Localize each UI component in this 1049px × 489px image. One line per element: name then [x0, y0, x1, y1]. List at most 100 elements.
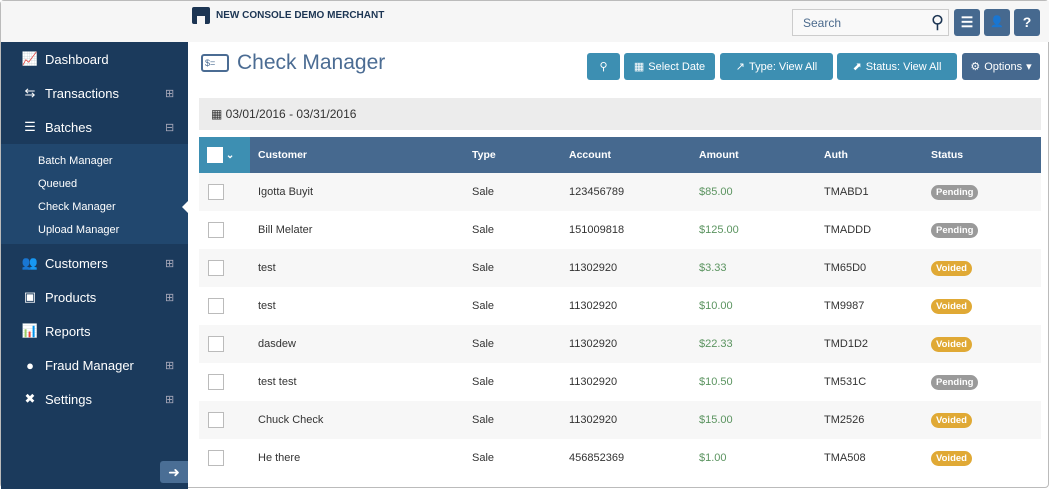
account-cell: 456852369: [569, 439, 699, 477]
customer-cell: Bill Melater: [250, 211, 472, 249]
expand-icon[interactable]: ⊞: [165, 291, 175, 304]
customer-cell: test: [250, 249, 472, 287]
amount-cell: $1.00: [699, 439, 824, 477]
auth-cell: TM531C: [824, 363, 931, 401]
fraud-icon: ●: [26, 357, 34, 373]
status-cell: Pending: [931, 211, 1041, 249]
expand-icon[interactable]: ⊞: [165, 87, 175, 100]
table-row[interactable]: Igotta Buyit Sale 123456789 $85.00 TMABD1 Pen…: [199, 173, 1041, 211]
row-checkbox[interactable]: [208, 222, 224, 238]
type-filter-button[interactable]: ↗ Type: View All: [720, 53, 833, 80]
external-link-icon: ↗: [735, 61, 745, 73]
submenu-item-batch-manager[interactable]: Batch Manager: [38, 155, 113, 167]
sidebar-item-reports[interactable]: 📊 Reports: [1, 314, 188, 348]
status-cell: Pending: [931, 173, 1041, 211]
sidebar: Batch Manager Queued Check Manager Upload M…: [1, 42, 188, 489]
column-header-customer[interactable]: Customer: [250, 137, 472, 173]
account-cell: 11302920: [569, 287, 699, 325]
help-button[interactable]: ?: [1014, 9, 1040, 36]
user-button[interactable]: 👤: [984, 9, 1010, 36]
type-cell: Sale: [472, 211, 569, 249]
row-checkbox[interactable]: [208, 412, 224, 428]
chevron-down-icon[interactable]: ⌄: [225, 149, 235, 161]
status-badge: Voided: [931, 336, 972, 352]
amount-cell: $125.00: [699, 211, 824, 249]
row-checkbox[interactable]: [208, 450, 224, 466]
auth-cell: TM2526: [824, 401, 931, 439]
select-all-header[interactable]: ⌄: [199, 137, 250, 173]
submenu-item-queued[interactable]: Queued: [38, 178, 78, 190]
expand-icon[interactable]: ⊞: [165, 393, 175, 406]
submenu-item-check-manager[interactable]: Check Manager: [38, 201, 116, 213]
select-date-button[interactable]: ▦ Select Date: [624, 53, 715, 80]
sidebar-item-products[interactable]: ▣ Products ⊞: [1, 280, 188, 314]
type-cell: Sale: [472, 439, 569, 477]
account-cell: 123456789: [569, 173, 699, 211]
row-checkbox[interactable]: [208, 260, 224, 276]
search-button[interactable]: ⚲: [587, 53, 620, 80]
status-badge: Voided: [931, 450, 972, 466]
table-row[interactable]: Bill Melater Sale 151009818 $125.00 TMADDD Pe…: [199, 211, 1041, 249]
table-row[interactable]: Chuck Check Sale 11302920 $15.00 TM2526 Voide…: [199, 401, 1041, 439]
table-row[interactable]: test Sale 11302920 $3.33 TM65D0 Voided: [199, 249, 1041, 287]
column-header-account[interactable]: Account: [569, 137, 699, 173]
status-filter-button[interactable]: ⬈ Status: View All: [837, 53, 957, 80]
amount-cell: $3.33: [699, 249, 824, 287]
table-row[interactable]: test test Sale 11302920 $10.50 TM531C Pending: [199, 363, 1041, 401]
sidebar-item-fraud-manager[interactable]: ● Fraud Manager ⊞: [1, 348, 188, 382]
column-header-status[interactable]: Status: [931, 137, 1041, 173]
sidebar-item-customers[interactable]: 👥 Customers ⊞: [1, 246, 188, 280]
sidebar-item-batches[interactable]: ☰ Batches ⊟: [1, 110, 188, 144]
customer-cell: He there: [250, 439, 472, 477]
type-label: Type: View All: [748, 60, 818, 73]
amount-cell: $10.00: [699, 287, 824, 325]
row-checkbox[interactable]: [208, 374, 224, 390]
customer-cell: Chuck Check: [250, 401, 472, 439]
table-row[interactable]: He there Sale 456852369 $1.00 TMA508 Voided: [199, 439, 1041, 477]
row-checkbox[interactable]: [208, 336, 224, 352]
column-header-type[interactable]: Type: [472, 137, 569, 173]
row-select-cell: [199, 249, 250, 287]
batches-icon: ☰: [24, 119, 36, 134]
row-select-cell: [199, 363, 250, 401]
select-all-checkbox[interactable]: [207, 147, 223, 163]
status-icon: ⬈: [852, 61, 862, 73]
account-cell: 11302920: [569, 249, 699, 287]
sidebar-item-transactions[interactable]: ⇆ Transactions ⊞: [1, 76, 188, 110]
row-checkbox[interactable]: [208, 298, 224, 314]
sidebar-item-label: Products: [45, 289, 97, 305]
options-label: Options: [984, 60, 1023, 73]
table-row[interactable]: test Sale 11302920 $10.00 TM9987 Voided: [199, 287, 1041, 325]
table-row[interactable]: dasdew Sale 11302920 $22.33 TMD1D2 Voided: [199, 325, 1041, 363]
expand-icon[interactable]: ⊞: [165, 359, 175, 372]
options-button[interactable]: ⚙ Options ▾: [962, 53, 1040, 80]
account-cell: 11302920: [569, 363, 699, 401]
type-cell: Sale: [472, 249, 569, 287]
column-header-amount[interactable]: Amount: [699, 137, 824, 173]
sidebar-item-label: Customers: [45, 255, 108, 271]
menu-button[interactable]: ☰: [954, 9, 980, 36]
submenu-item-upload-manager[interactable]: Upload Manager: [38, 224, 120, 236]
amount-cell: $15.00: [699, 401, 824, 439]
sidebar-item-settings[interactable]: ✖ Settings ⊞: [1, 382, 188, 416]
collapse-sidebar-button[interactable]: ➜: [160, 461, 188, 483]
customer-cell: Igotta Buyit: [250, 173, 472, 211]
auth-cell: TMA508: [824, 439, 931, 477]
customers-icon: 👥: [21, 255, 39, 270]
search-icon: ⚲: [599, 61, 608, 73]
row-checkbox[interactable]: [208, 184, 224, 200]
row-select-cell: [199, 439, 250, 477]
search-input[interactable]: Search ⚲: [792, 9, 949, 36]
expand-icon[interactable]: ⊟: [165, 121, 175, 134]
row-select-cell: [199, 211, 250, 249]
caret-down-icon: ▾: [1026, 61, 1032, 73]
gear-icon: ⚙: [970, 61, 981, 73]
settings-icon: ✖: [24, 391, 36, 406]
search-icon[interactable]: ⚲: [930, 12, 944, 32]
column-header-auth[interactable]: Auth: [824, 137, 931, 173]
sidebar-item-dashboard[interactable]: 📈 Dashboard: [1, 42, 188, 76]
sidebar-item-label: Batches: [45, 119, 92, 135]
sidebar-item-label: Transactions: [45, 85, 119, 101]
expand-icon[interactable]: ⊞: [165, 257, 175, 270]
active-indicator: [182, 201, 188, 213]
